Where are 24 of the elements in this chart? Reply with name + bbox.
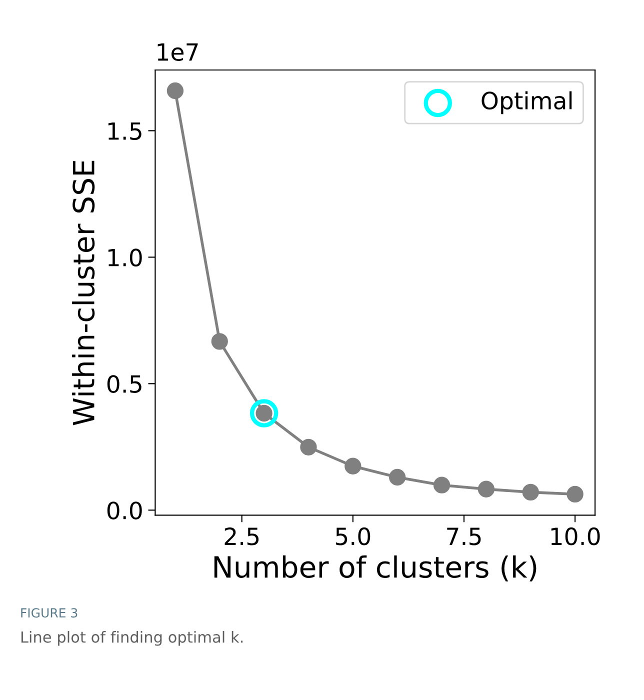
point	[166, 82, 184, 100]
point	[344, 458, 362, 474]
x-tick-label: 10.0	[551, 527, 600, 546]
text: 1e7	[158, 43, 198, 61]
point	[211, 333, 228, 350]
point	[389, 468, 406, 486]
point	[566, 486, 584, 503]
legend-label: Optimal	[482, 91, 572, 114]
point	[250, 399, 278, 428]
point	[478, 480, 495, 498]
text: Line plot of finding optimal k.	[21, 630, 243, 646]
point	[300, 438, 317, 456]
y-tick-label: 1.5	[108, 122, 142, 140]
x-tick-label: 2.5	[224, 527, 259, 546]
x-tick-label: 7.5	[447, 528, 481, 546]
y-axis-title: Within-cluster SSE	[72, 160, 95, 426]
x-axis-title: Number of clusters (k)	[214, 555, 536, 582]
y-tick-label: 0.0	[107, 502, 142, 520]
y-tick-label: 1.0	[108, 248, 142, 266]
point	[522, 484, 539, 501]
point	[433, 476, 450, 494]
x-tick-label: 5.0	[336, 527, 370, 546]
caption: FIGURE 3	[21, 608, 78, 618]
y-tick-label: 0.5	[107, 375, 142, 393]
